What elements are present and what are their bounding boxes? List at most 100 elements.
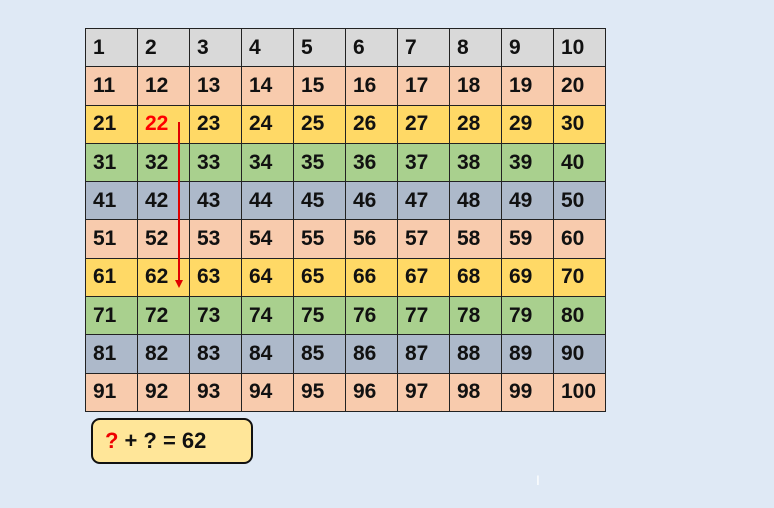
text-cursor-icon: I (536, 472, 540, 488)
cell-53: 53 (190, 220, 242, 259)
cell-92: 92 (138, 373, 190, 412)
cell-73: 73 (190, 297, 242, 336)
cell-97: 97 (398, 373, 450, 412)
cell-42: 42 (138, 182, 190, 221)
cell-79: 79 (502, 297, 554, 336)
cell-11: 11 (86, 67, 138, 106)
cell-20: 20 (554, 67, 606, 106)
equation-box: ? + ? = 62 (91, 418, 253, 464)
cell-100: 100 (554, 373, 606, 412)
cell-32: 32 (138, 143, 190, 183)
cell-66: 66 (346, 258, 398, 298)
cell-29: 29 (502, 105, 554, 144)
cell-69: 69 (502, 258, 554, 298)
cell-18: 18 (450, 67, 502, 106)
cell-75: 75 (294, 297, 346, 336)
cell-58: 58 (450, 220, 502, 259)
cell-40: 40 (554, 143, 606, 183)
cell-17: 17 (398, 67, 450, 106)
cell-13: 13 (190, 67, 242, 106)
cell-52: 52 (138, 220, 190, 259)
cell-4: 4 (242, 29, 294, 68)
cell-57: 57 (398, 220, 450, 259)
cell-72: 72 (138, 297, 190, 336)
cell-46: 46 (346, 182, 398, 221)
cell-23: 23 (190, 105, 242, 144)
cell-98: 98 (450, 373, 502, 412)
cell-15: 15 (294, 67, 346, 106)
cell-76: 76 (346, 297, 398, 336)
cell-41: 41 (86, 182, 138, 221)
cell-2: 2 (138, 29, 190, 68)
cell-19: 19 (502, 67, 554, 106)
cell-68: 68 (450, 258, 502, 298)
cell-62: 62 (138, 258, 190, 298)
cell-47: 47 (398, 182, 450, 221)
cell-10: 10 (554, 29, 606, 68)
cell-56: 56 (346, 220, 398, 259)
cell-50: 50 (554, 182, 606, 221)
cell-96: 96 (346, 373, 398, 412)
cell-16: 16 (346, 67, 398, 106)
cell-71: 71 (86, 297, 138, 336)
cell-60: 60 (554, 220, 606, 259)
cell-38: 38 (450, 143, 502, 183)
cell-74: 74 (242, 297, 294, 336)
cell-39: 39 (502, 143, 554, 183)
cell-84: 84 (242, 335, 294, 374)
cell-21: 21 (86, 105, 138, 144)
hundred-chart: 1 2 3 4 5 6 7 8 9 10 11 12 13 14 15 16 17 18 19 20 21 22 23 24 2… (85, 28, 606, 412)
cell-63: 63 (190, 258, 242, 298)
cell-65: 65 (294, 258, 346, 298)
cell-80: 80 (554, 297, 606, 336)
cell-31: 31 (86, 143, 138, 183)
cell-89: 89 (502, 335, 554, 374)
cell-86: 86 (346, 335, 398, 374)
equation-rest: + ? = 62 (124, 428, 207, 453)
cell-34: 34 (242, 143, 294, 183)
cell-51: 51 (86, 220, 138, 259)
cell-90: 90 (554, 335, 606, 374)
cell-37: 37 (398, 143, 450, 183)
cell-36: 36 (346, 143, 398, 183)
cell-26: 26 (346, 105, 398, 144)
cell-82: 82 (138, 335, 190, 374)
cell-7: 7 (398, 29, 450, 68)
cell-95: 95 (294, 373, 346, 412)
cell-48: 48 (450, 182, 502, 221)
cell-6: 6 (346, 29, 398, 68)
cell-30: 30 (554, 105, 606, 144)
cell-99: 99 (502, 373, 554, 412)
cell-67: 67 (398, 258, 450, 298)
unknown-red: ? (105, 428, 119, 453)
cell-28: 28 (450, 105, 502, 144)
cell-85: 85 (294, 335, 346, 374)
cell-3: 3 (190, 29, 242, 68)
cell-35: 35 (294, 143, 346, 183)
cell-1: 1 (86, 29, 138, 68)
cell-88: 88 (450, 335, 502, 374)
cell-12: 12 (138, 67, 190, 106)
cell-14: 14 (242, 67, 294, 106)
cell-54: 54 (242, 220, 294, 259)
cell-44: 44 (242, 182, 294, 221)
cell-27: 27 (398, 105, 450, 144)
cell-83: 83 (190, 335, 242, 374)
cell-25: 25 (294, 105, 346, 144)
cell-94: 94 (242, 373, 294, 412)
cell-33: 33 (190, 143, 242, 183)
cell-9: 9 (502, 29, 554, 68)
cell-24: 24 (242, 105, 294, 144)
cell-64: 64 (242, 258, 294, 298)
cell-22: 22 (138, 105, 190, 144)
cell-93: 93 (190, 373, 242, 412)
cell-5: 5 (294, 29, 346, 68)
cell-78: 78 (450, 297, 502, 336)
cell-87: 87 (398, 335, 450, 374)
cell-49: 49 (502, 182, 554, 221)
cell-8: 8 (450, 29, 502, 68)
cell-77: 77 (398, 297, 450, 336)
cell-59: 59 (502, 220, 554, 259)
cell-70: 70 (554, 258, 606, 298)
